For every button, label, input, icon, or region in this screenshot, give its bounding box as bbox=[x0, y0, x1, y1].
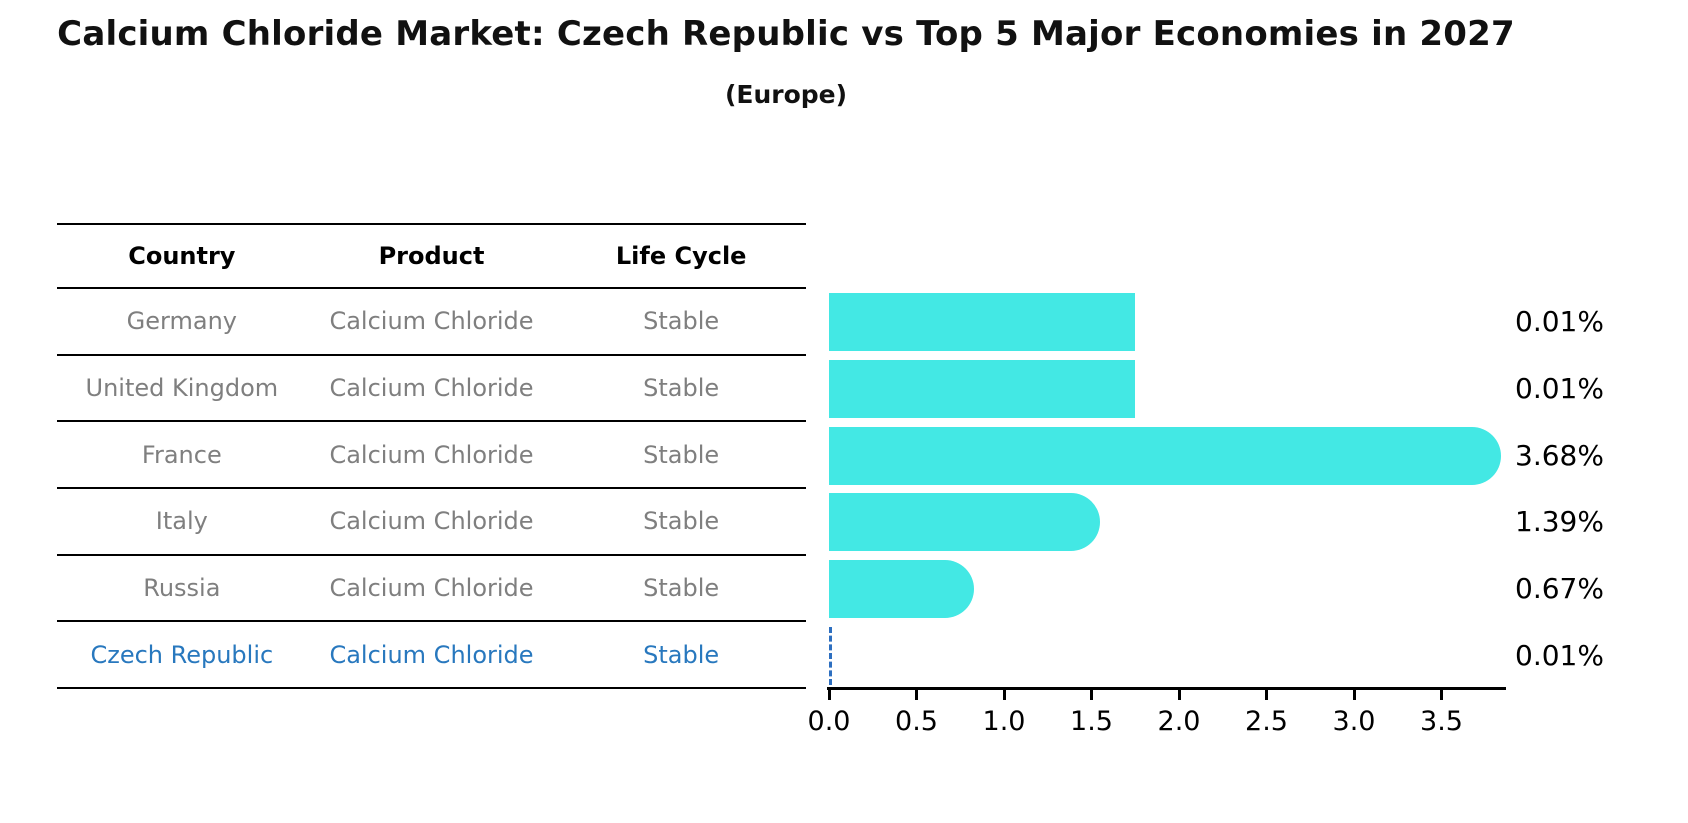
x-axis-tick bbox=[1002, 690, 1006, 700]
table-row: Italy Calcium Chloride Stable bbox=[57, 489, 806, 556]
value-label: 0.67% bbox=[1515, 572, 1604, 605]
table-body: Germany Calcium Chloride Stable United K… bbox=[57, 289, 806, 689]
x-axis-tick bbox=[1440, 690, 1443, 700]
country-table: Country Product Life Cycle Germany Calci… bbox=[57, 223, 806, 689]
x-axis-tick bbox=[1090, 690, 1093, 700]
bar-united-kingdom bbox=[829, 360, 1136, 418]
bar-highlight-czech-republic bbox=[829, 626, 835, 685]
table-row: Germany Calcium Chloride Stable bbox=[57, 289, 806, 356]
column-header-product: Product bbox=[378, 242, 485, 270]
value-label: 0.01% bbox=[1515, 638, 1604, 672]
cell-product: Calcium Chloride bbox=[329, 440, 534, 469]
value-label: 3.68% bbox=[1515, 438, 1604, 472]
x-axis-tick-label: 0.5 bbox=[895, 706, 938, 737]
cell-life-cycle: Stable bbox=[643, 640, 720, 669]
x-axis-tick-label: 3.0 bbox=[1332, 706, 1376, 737]
x-axis-tick bbox=[915, 690, 918, 700]
x-axis-tick bbox=[1265, 690, 1268, 700]
cell-life-cycle: Stable bbox=[643, 307, 720, 336]
bar-russia bbox=[829, 560, 975, 618]
table-header-row: Country Product Life Cycle bbox=[57, 223, 806, 289]
cell-country: Russia bbox=[143, 573, 221, 602]
cell-product: Calcium Chloride bbox=[329, 373, 534, 402]
x-axis-tick-label: 2.5 bbox=[1245, 706, 1288, 737]
value-label: 0.01% bbox=[1515, 305, 1604, 339]
cell-country: Germany bbox=[126, 307, 237, 336]
cell-product: Calcium Chloride bbox=[329, 307, 534, 336]
cell-country: Italy bbox=[155, 507, 208, 536]
table-row: United Kingdom Calcium Chloride Stable bbox=[57, 356, 806, 423]
bar-italy bbox=[829, 493, 1101, 552]
x-axis-tick-label: 0.0 bbox=[807, 706, 851, 737]
chart-title: Calcium Chloride Market: Czech Republic … bbox=[57, 14, 1515, 54]
cell-life-cycle: Stable bbox=[643, 507, 720, 536]
cell-country: France bbox=[141, 440, 222, 469]
column-header-country: Country bbox=[128, 242, 236, 270]
x-axis-tick-label: 1.5 bbox=[1070, 706, 1113, 737]
x-axis-tick bbox=[827, 690, 831, 700]
x-axis-line bbox=[827, 687, 1506, 690]
chart-subtitle: (Europe) bbox=[724, 80, 848, 109]
cell-life-cycle: Stable bbox=[643, 573, 720, 602]
cell-country: United Kingdom bbox=[85, 373, 279, 402]
x-axis-tick-label: 2.0 bbox=[1157, 706, 1201, 737]
cell-country: Czech Republic bbox=[90, 640, 274, 669]
cell-product: Calcium Chloride bbox=[329, 507, 534, 536]
cell-life-cycle: Stable bbox=[643, 373, 720, 402]
value-label: 1.39% bbox=[1515, 505, 1604, 539]
cell-life-cycle: Stable bbox=[643, 440, 720, 469]
value-label: 0.01% bbox=[1515, 372, 1604, 405]
bar-germany bbox=[829, 293, 1136, 352]
cell-product: Calcium Chloride bbox=[329, 640, 534, 669]
column-header-life-cycle: Life Cycle bbox=[615, 242, 747, 270]
x-axis-tick bbox=[1177, 690, 1181, 700]
x-axis-tick-label: 1.0 bbox=[982, 706, 1026, 737]
cell-product: Calcium Chloride bbox=[329, 573, 534, 602]
table-row: Russia Calcium Chloride Stable bbox=[57, 556, 806, 623]
table-row: France Calcium Chloride Stable bbox=[57, 422, 806, 489]
bar-france bbox=[829, 426, 1501, 485]
table-row: Czech Republic Calcium Chloride Stable bbox=[57, 622, 806, 689]
x-axis-tick-label: 3.5 bbox=[1420, 706, 1463, 737]
x-axis-tick bbox=[1352, 690, 1356, 700]
